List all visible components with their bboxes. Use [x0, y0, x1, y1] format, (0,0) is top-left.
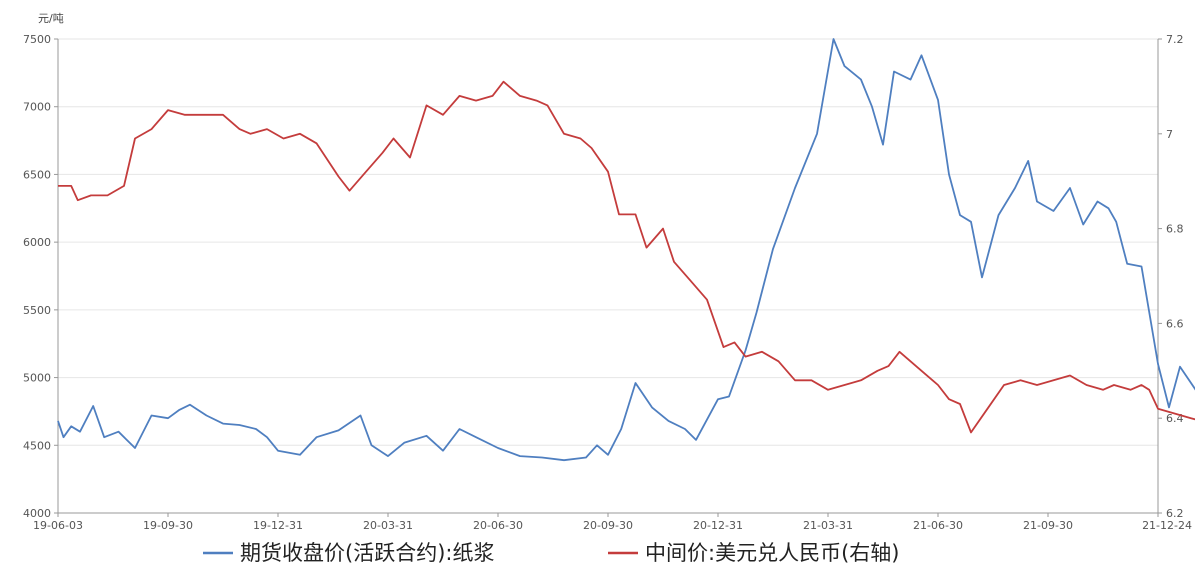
left-tick-label: 4500: [23, 439, 51, 452]
left-tick-label: 6000: [23, 236, 51, 249]
left-tick-label: 5000: [23, 372, 51, 385]
right-tick-label: 7: [1166, 128, 1173, 141]
right-tick-label: 6.6: [1166, 317, 1184, 330]
x-tick-label: 21-03-31: [803, 519, 853, 532]
series-line-futures: [57, 38, 1195, 462]
left-tick-label: 7000: [23, 101, 51, 114]
x-tick-label: 20-03-31: [363, 519, 413, 532]
left-tick-label: 6500: [23, 168, 51, 181]
legend: 期货收盘价(活跃合约):纸浆 中间价:美元兑人民币(右轴): [203, 541, 899, 565]
left-tick-label: 4000: [23, 507, 51, 520]
right-tick-label: 6.8: [1166, 223, 1184, 236]
left-axis-ticks: 4000 4500 5000 5500 6000 6500 7000 7500: [23, 33, 58, 520]
legend-label-usdcny: 中间价:美元兑人民币(右轴): [645, 541, 899, 565]
left-axis-unit-label: 元/吨: [38, 12, 64, 25]
right-axis-ticks: 6.26.46.66.877.2: [1158, 33, 1184, 520]
right-tick-label: 6.2: [1166, 507, 1184, 520]
x-tick-label: 21-09-30: [1023, 519, 1073, 532]
x-tick-label: 19-12-31: [253, 519, 303, 532]
x-tick-label: 19-06-03: [33, 519, 83, 532]
x-tick-label: 19-09-30: [143, 519, 193, 532]
x-tick-label: 20-06-30: [473, 519, 523, 532]
x-axis-ticks: 19-06-03 19-09-30 19-12-31 20-03-31 20-06-30…: [33, 513, 1192, 532]
series-line-usdcny: [58, 80, 1195, 434]
x-tick-label: 21-12-24: [1142, 519, 1192, 532]
left-tick-label: 5500: [23, 304, 51, 317]
x-tick-label: 20-09-30: [583, 519, 633, 532]
gridlines: [58, 38, 1158, 446]
legend-label-futures: 期货收盘价(活跃合约):纸浆: [240, 541, 494, 565]
series-layer: [57, 38, 1195, 462]
x-tick-label: 20-12-31: [693, 519, 743, 532]
axes: [57, 39, 1159, 514]
left-tick-label: 7500: [23, 33, 51, 46]
x-tick-label: 21-06-30: [913, 519, 963, 532]
right-tick-label: 7.2: [1166, 33, 1184, 46]
